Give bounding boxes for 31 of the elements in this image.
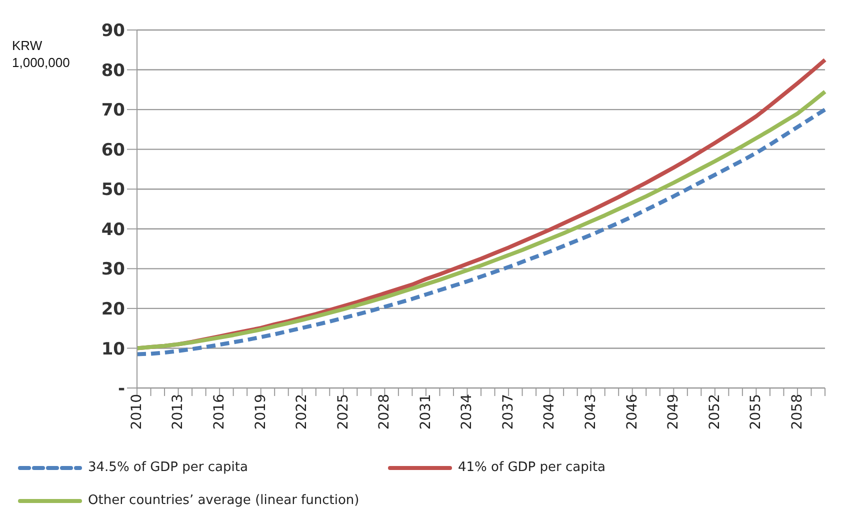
x-tick-label: 2043 [583, 394, 600, 430]
legend-label: Other countries’ average (linear function) [88, 493, 360, 508]
x-tick-label: 2025 [335, 394, 352, 430]
legend-label: 34.5% of GDP per capita [88, 460, 248, 475]
x-tick-label: 2052 [706, 394, 723, 430]
legend-label: 41% of GDP per capita [458, 460, 606, 475]
x-tick-label: 2034 [459, 394, 476, 430]
y-tick-label: 20 [101, 299, 126, 320]
x-tick-label: 2040 [542, 394, 558, 430]
y-tick-label: 80 [101, 60, 126, 81]
y-tick-label: 30 [101, 260, 126, 280]
x-tick-label: 2046 [624, 394, 640, 430]
x-tick-label: 2013 [170, 394, 186, 430]
x-tick-label: 2016 [212, 394, 228, 430]
y-tick-label: 50 [101, 180, 126, 200]
x-tick-label: 2010 [128, 394, 145, 430]
x-tick-label: 2031 [418, 394, 434, 430]
y-tick-label: 60 [101, 140, 126, 160]
x-tick-label: 2019 [252, 394, 269, 430]
x-tick-label: 2037 [500, 394, 516, 430]
x-tick-label: 2055 [748, 394, 764, 430]
x-tick-label: 2058 [789, 394, 806, 430]
x-tick-label: 2022 [294, 394, 310, 430]
y-tick-label: 10 [101, 339, 126, 360]
y-tick-label: 40 [101, 220, 126, 240]
y-axis-title: KRW 1,000,000 [12, 38, 70, 70]
y-tick-label: 90 [101, 21, 126, 42]
y-tick-label: - [118, 379, 125, 400]
y-tick-label: 70 [101, 100, 126, 121]
x-tick-label: 2028 [376, 394, 393, 430]
x-tick-label: 2049 [666, 394, 682, 430]
